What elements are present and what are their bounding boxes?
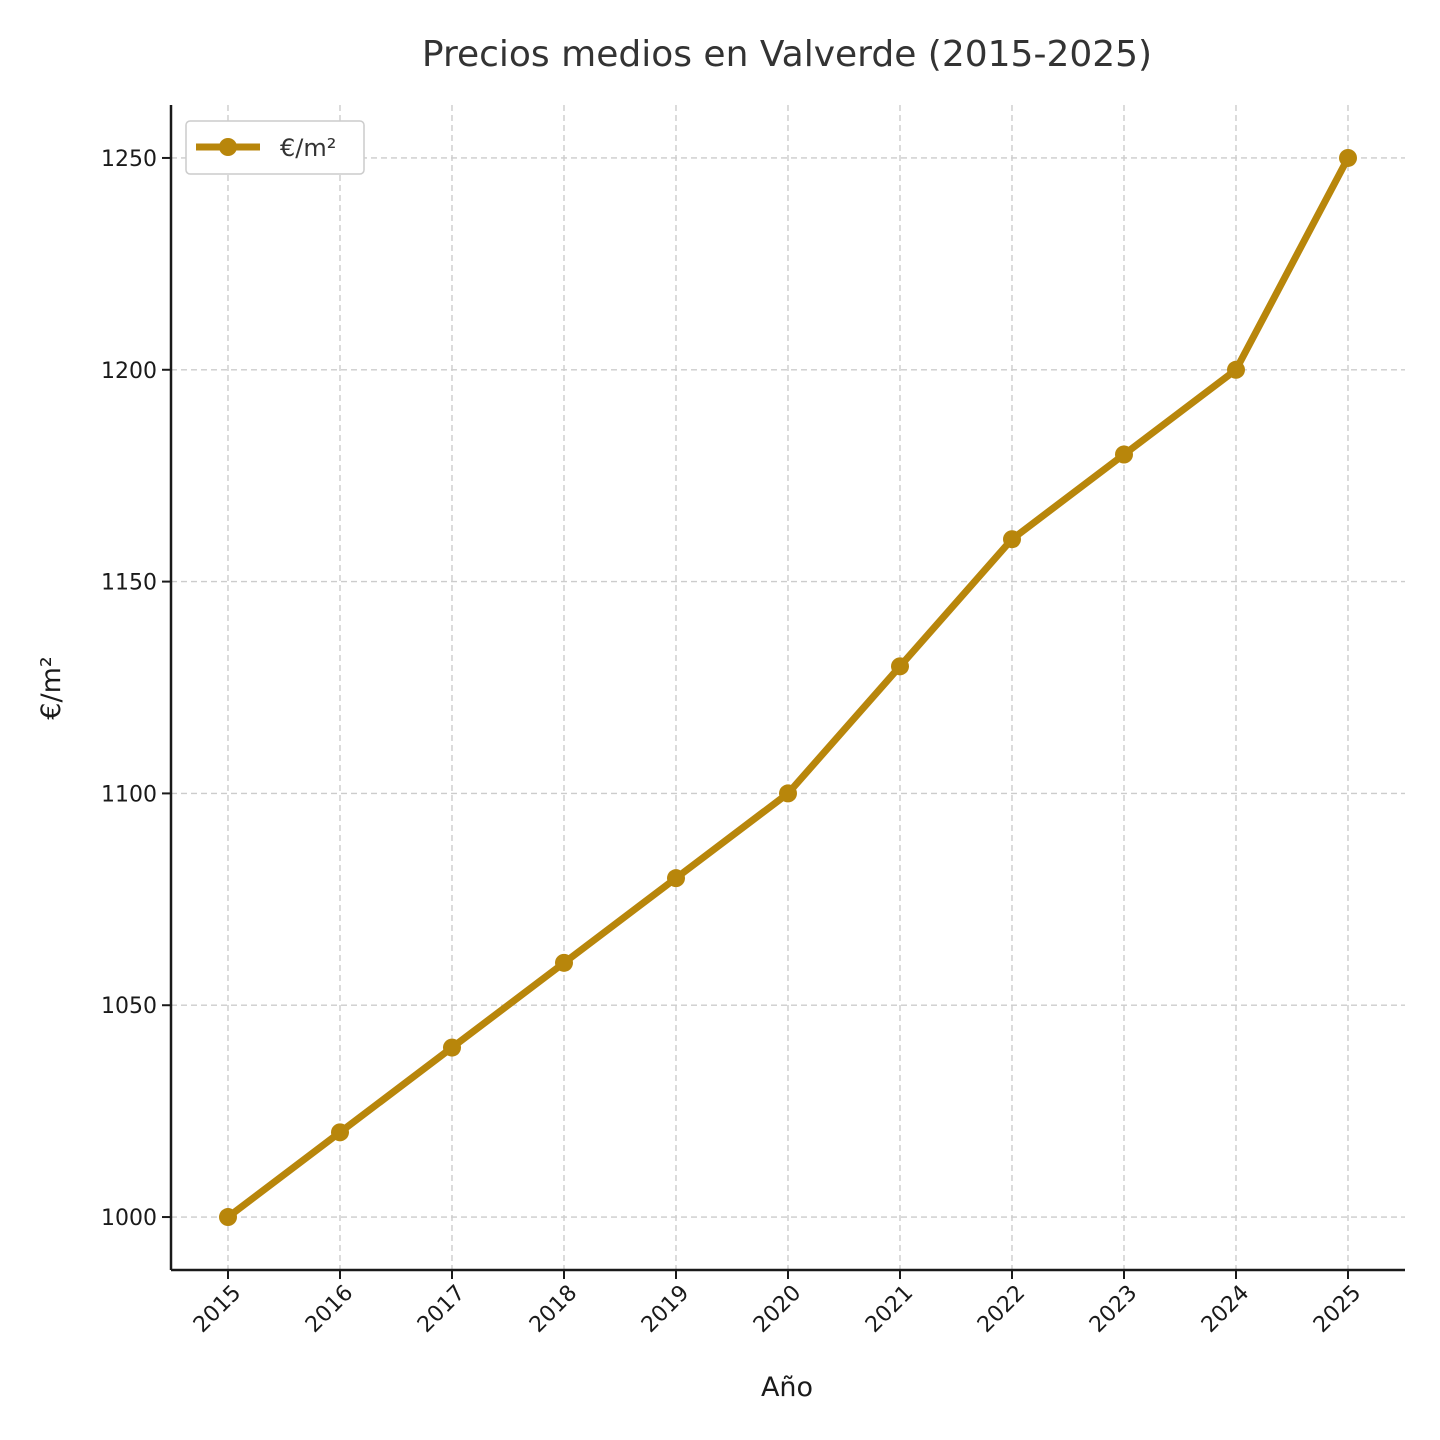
- data-point: [331, 1123, 349, 1142]
- x-tick-label: 2021: [861, 1281, 918, 1338]
- x-tick-label: 2020: [749, 1281, 806, 1338]
- x-tick-label: 2016: [301, 1281, 358, 1338]
- x-tick-label: 2024: [1197, 1281, 1254, 1338]
- legend-box: [185, 120, 365, 175]
- data-point: [779, 784, 797, 803]
- chart-title: Precios medios en Valverde (2015-2025): [422, 34, 1152, 75]
- y-tick-label: 1000: [101, 1206, 157, 1231]
- series-layer: [219, 148, 1357, 1227]
- legend-marker: [219, 138, 237, 156]
- data-point: [1115, 445, 1133, 464]
- x-tick-label: 2017: [413, 1281, 470, 1338]
- data-point: [555, 953, 573, 972]
- legend: €/m²: [185, 120, 365, 175]
- x-tick-label: 2015: [189, 1281, 246, 1338]
- x-tick-label: 2023: [1085, 1281, 1142, 1338]
- data-point: [1227, 360, 1245, 379]
- y-tick-label: 1200: [101, 359, 157, 384]
- x-tick-label: 2025: [1309, 1281, 1366, 1338]
- axes: 2015 2016 2017 2018 2019 2020 2021 2022 2023 2024…: [101, 105, 1405, 1338]
- y-tick-label: 1250: [101, 147, 157, 172]
- x-axis-label: Año: [761, 1372, 813, 1403]
- grid: [171, 105, 1405, 1270]
- data-point: [443, 1038, 461, 1057]
- x-tick-label: 2018: [525, 1281, 582, 1338]
- y-axis-label: €/m²: [36, 656, 67, 719]
- data-point: [1003, 530, 1021, 549]
- x-tick-label: 2019: [637, 1281, 694, 1338]
- legend-label: €/m²: [280, 134, 336, 162]
- x-tick-label: 2022: [973, 1281, 1030, 1338]
- y-tick-label: 1100: [101, 782, 157, 807]
- y-tick-label: 1150: [101, 571, 157, 596]
- data-point: [891, 657, 909, 676]
- data-point: [219, 1208, 237, 1227]
- data-point: [667, 869, 685, 888]
- y-tick-label: 1050: [101, 994, 157, 1019]
- data-point: [1339, 148, 1357, 167]
